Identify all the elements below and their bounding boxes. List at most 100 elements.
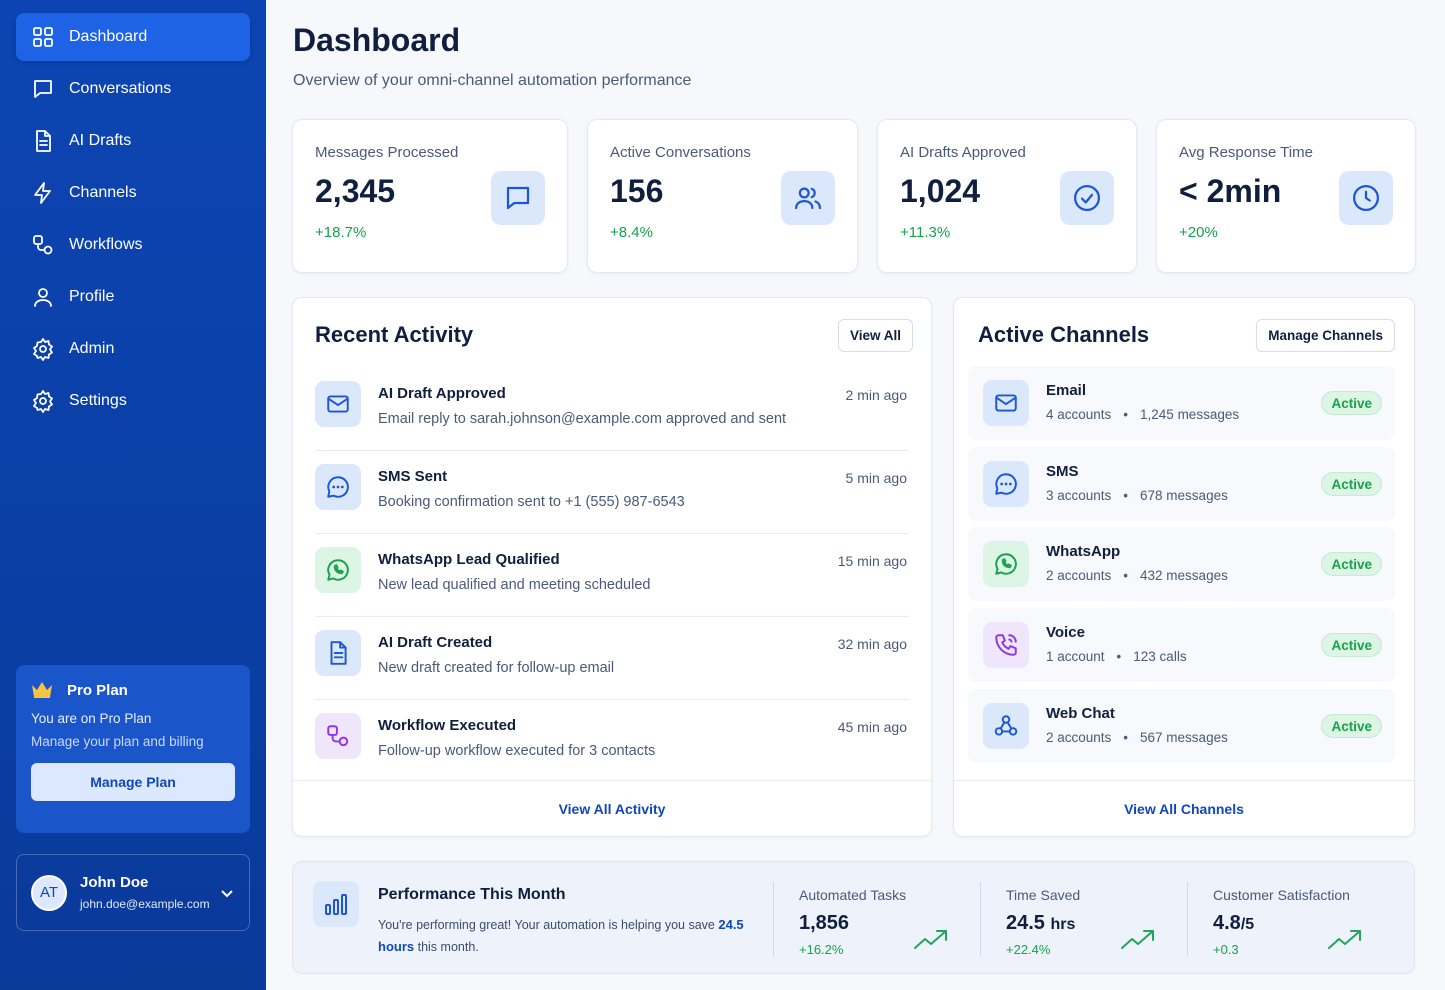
channel-meta: 3 accounts • 678 messages: [1046, 488, 1228, 503]
performance-title: Performance This Month: [378, 886, 566, 903]
channel-item-voice[interactable]: Voice 1 account • 123 calls Active: [968, 608, 1395, 682]
stat-card-messages: Messages Processed 2,345 +18.7%: [292, 119, 568, 273]
activity-description: New lead qualified and meeting scheduled: [378, 577, 651, 593]
metric-label: Automated Tasks: [799, 887, 907, 903]
metric-customer-satisfaction: Customer Satisfaction 4.8/5 +0.3: [1187, 882, 1393, 957]
stat-change: +11.3%: [900, 224, 951, 241]
sms-icon: [315, 464, 361, 510]
sidebar-item-label: Channels: [69, 184, 137, 201]
activity-time: 5 min ago: [845, 470, 907, 486]
channel-item-email[interactable]: Email 4 accounts • 1,245 messages Active: [968, 366, 1395, 440]
activity-item[interactable]: AI Draft Created New draft created for f…: [315, 617, 909, 700]
panel-title: Recent Activity: [315, 322, 474, 347]
sidebar-item-channels[interactable]: Channels: [16, 169, 250, 217]
activity-title: Workflow Executed: [378, 717, 517, 734]
activity-item[interactable]: Workflow Executed Follow-up workflow exe…: [315, 700, 909, 783]
stat-value: 156: [610, 173, 664, 209]
plan-description: Manage your plan and billing: [31, 734, 204, 749]
sidebar-item-settings[interactable]: Settings: [16, 377, 250, 425]
stat-label: Avg Response Time: [1179, 144, 1313, 161]
activity-item[interactable]: SMS Sent Booking confirmation sent to +1…: [315, 451, 909, 534]
stat-label: Messages Processed: [315, 144, 459, 161]
channel-name: Web Chat: [1046, 705, 1115, 722]
whatsapp-icon: [983, 541, 1029, 587]
channel-item-whatsapp[interactable]: WhatsApp 2 accounts • 432 messages Active: [968, 527, 1395, 601]
activity-description: Follow-up workflow executed for 3 contac…: [378, 743, 656, 759]
performance-text: You're performing great! Your automation…: [378, 917, 744, 954]
webhook-icon: [983, 703, 1029, 749]
sidebar-item-conversations[interactable]: Conversations: [16, 65, 250, 113]
metric-value: 1,856: [799, 912, 850, 934]
trending-up-icon: [1120, 928, 1156, 952]
activity-description: New draft created for follow-up email: [378, 660, 615, 676]
grid-icon: [31, 25, 55, 49]
activity-item[interactable]: WhatsApp Lead Qualified New lead qualifi…: [315, 534, 909, 617]
lightning-icon: [31, 181, 55, 205]
status-badge: Active: [1321, 714, 1382, 738]
chat-icon: [31, 77, 55, 101]
status-badge: Active: [1321, 472, 1382, 496]
channel-name: SMS: [1046, 463, 1079, 480]
sidebar: Dashboard Conversations AI Drafts Channe…: [0, 0, 266, 990]
stat-label: Active Conversations: [610, 144, 751, 161]
sidebar-item-workflows[interactable]: Workflows: [16, 221, 250, 269]
phone-icon: [983, 622, 1029, 668]
stat-card-response-time: Avg Response Time < 2min +20%: [1156, 119, 1416, 273]
trending-up-icon: [1327, 928, 1363, 952]
sidebar-item-label: Settings: [69, 392, 127, 409]
recent-activity-panel: Recent Activity View All AI Draft Approv…: [292, 297, 932, 837]
metric-value: 24.5 hrs: [1006, 912, 1076, 934]
document-icon: [31, 129, 55, 153]
workflow-icon: [315, 713, 361, 759]
user-menu[interactable]: AT John Doe john.doe@example.com: [16, 854, 250, 931]
stat-change: +20%: [1179, 224, 1218, 241]
view-all-button[interactable]: View All: [837, 319, 913, 352]
plan-card: Pro Plan You are on Pro Plan Manage your…: [16, 665, 250, 833]
mail-icon: [315, 381, 361, 427]
user-name: John Doe: [80, 874, 149, 891]
metric-value: 4.8/5: [1213, 912, 1255, 934]
users-icon: [781, 171, 835, 225]
channel-item-web-chat[interactable]: Web Chat 2 accounts • 567 messages Active: [968, 689, 1395, 763]
gear-icon: [31, 389, 55, 413]
gear-icon: [31, 337, 55, 361]
activity-title: WhatsApp Lead Qualified: [378, 551, 560, 568]
active-channels-panel: Active Channels Manage Channels Email 4 …: [953, 297, 1415, 837]
activity-description: Email reply to sarah.johnson@example.com…: [378, 411, 787, 427]
view-all-channels-link[interactable]: View All Channels: [1124, 800, 1244, 817]
channel-meta: 2 accounts • 567 messages: [1046, 730, 1228, 745]
activity-time: 2 min ago: [845, 387, 907, 403]
mail-icon: [983, 380, 1029, 426]
activity-title: AI Draft Created: [378, 634, 493, 651]
document-icon: [315, 630, 361, 676]
manage-plan-button[interactable]: Manage Plan: [31, 763, 235, 801]
channel-item-sms[interactable]: SMS 3 accounts • 678 messages Active: [968, 447, 1395, 521]
whatsapp-icon: [315, 547, 361, 593]
sidebar-item-label: Dashboard: [69, 28, 148, 45]
sidebar-item-ai-drafts[interactable]: AI Drafts: [16, 117, 250, 165]
activity-time: 45 min ago: [837, 719, 907, 735]
bar-chart-icon: [313, 881, 359, 927]
chat-icon: [491, 171, 545, 225]
activity-time: 32 min ago: [837, 636, 907, 652]
panel-title: Active Channels: [978, 322, 1150, 347]
stat-card-conversations: Active Conversations 156 +8.4%: [587, 119, 858, 273]
metric-automated-tasks: Automated Tasks 1,856 +16.2%: [773, 882, 979, 957]
channel-meta: 4 accounts • 1,245 messages: [1046, 407, 1240, 422]
activity-item[interactable]: AI Draft Approved Email reply to sarah.j…: [315, 368, 909, 451]
avatar: AT: [31, 874, 67, 911]
stat-value: < 2min: [1179, 173, 1282, 209]
sidebar-item-profile[interactable]: Profile: [16, 273, 250, 321]
channel-meta: 2 accounts • 432 messages: [1046, 568, 1228, 583]
manage-channels-button[interactable]: Manage Channels: [1256, 319, 1395, 352]
sidebar-item-label: Profile: [69, 288, 115, 305]
sidebar-item-admin[interactable]: Admin: [16, 325, 250, 373]
chevron-down-icon[interactable]: [219, 885, 235, 901]
user-icon: [31, 285, 55, 309]
view-all-activity-link[interactable]: View All Activity: [558, 800, 666, 817]
channel-name: WhatsApp: [1046, 543, 1121, 560]
sidebar-item-label: AI Drafts: [69, 132, 132, 149]
user-email: john.doe@example.com: [80, 897, 210, 911]
sidebar-item-dashboard[interactable]: Dashboard: [16, 13, 250, 61]
hours-saved-highlight: 24.5 hours: [378, 917, 744, 954]
